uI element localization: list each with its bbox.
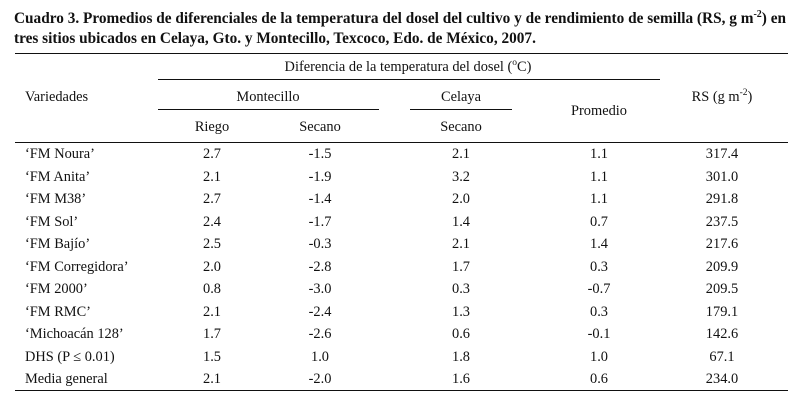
cell-secano: -2.0 [308, 371, 332, 387]
cell-riego: 2.0 [203, 258, 221, 275]
header-rule [15, 142, 788, 143]
cell-riego: 0.8 [203, 281, 221, 297]
cell-rs: 317.4 [705, 146, 739, 162]
cell-secano: -1.9 [308, 168, 332, 185]
cell-variedad: ‘FM Sol’ [25, 213, 79, 230]
cell-secano: -2.8 [308, 258, 332, 275]
cell-rs: 237.5 [705, 213, 739, 230]
cell-promedio: 1.1 [590, 146, 608, 162]
cell-secano: -2.6 [308, 326, 332, 342]
cell-promedio: 0.6 [590, 371, 608, 387]
cell-rs: 301.0 [705, 168, 739, 185]
caption-superscript: -2 [753, 8, 762, 20]
cell-celaya: 2.1 [452, 146, 470, 162]
cell-celaya: 0.6 [452, 326, 470, 342]
cell-secano: -2.4 [308, 303, 332, 320]
group-rule [158, 79, 660, 80]
cell-riego: 2.7 [203, 146, 221, 162]
cell-celaya: 3.2 [452, 168, 470, 185]
cell-rs: 209.5 [705, 281, 739, 297]
celaya-rule [410, 109, 512, 110]
cell-variedad: ‘FM Noura’ [25, 146, 95, 162]
header-promedio: Promedio [571, 103, 627, 119]
header-variedades: Variedades [25, 89, 89, 105]
cell-rs: 179.1 [705, 303, 739, 320]
cell-celaya: 1.8 [452, 348, 470, 365]
cell-secano: -0.3 [308, 236, 332, 252]
cell-variedad: ‘FM 2000’ [25, 281, 88, 297]
cell-variedad: ‘FM RMC’ [25, 303, 91, 320]
cell-variedad: ‘FM M38’ [25, 191, 87, 207]
cell-promedio: 1.1 [590, 191, 608, 207]
cell-variedad: DHS (P ≤ 0.01) [25, 348, 115, 365]
header-celaya: Celaya [441, 89, 481, 105]
cell-riego: 2.1 [203, 303, 221, 320]
cell-celaya: 1.6 [452, 371, 470, 387]
cell-variedad: Media general [25, 371, 108, 387]
caption-text-end: ) en tres sitios ubicados en Celaya, Gto… [14, 10, 787, 47]
cell-promedio: 1.0 [590, 348, 608, 365]
cell-promedio: 0.7 [590, 213, 608, 230]
cell-variedad: ‘FM Corregidora’ [25, 258, 129, 275]
cell-variedad: ‘Michoacán 128’ [25, 326, 124, 342]
caption-label: Cuadro 3. [14, 10, 80, 27]
cell-celaya: 2.0 [452, 191, 470, 207]
cell-secano: 1.0 [311, 348, 329, 365]
cell-secano: -1.4 [308, 191, 332, 207]
header-secano: Secano [299, 119, 341, 135]
cell-riego: 2.1 [203, 371, 221, 387]
cell-rs: 142.6 [705, 326, 739, 342]
cell-variedad: ‘FM Bajío’ [25, 236, 91, 252]
cell-promedio: 0.3 [590, 258, 608, 275]
cell-riego: 1.7 [203, 326, 221, 342]
cell-promedio: 1.1 [590, 168, 608, 185]
cell-riego: 1.5 [203, 348, 221, 365]
cell-riego: 2.4 [203, 213, 221, 230]
cell-promedio: 1.4 [590, 236, 608, 252]
cell-celaya: 0.3 [452, 281, 470, 297]
cell-variedad: ‘FM Anita’ [25, 168, 91, 185]
cell-secano: -1.7 [308, 213, 332, 230]
table-caption: Cuadro 3. Promedios de diferenciales de … [14, 9, 789, 49]
cell-rs: 234.0 [705, 371, 739, 387]
montecillo-rule [158, 109, 379, 110]
cell-rs: 209.9 [705, 258, 739, 275]
cell-secano: -3.0 [308, 281, 332, 297]
cell-riego: 2.5 [203, 236, 221, 252]
cell-celaya: 1.3 [452, 303, 470, 320]
header-riego: Riego [194, 119, 230, 135]
cell-promedio: 0.3 [590, 303, 608, 320]
header-rs: RS (g m-2) [691, 88, 753, 105]
cell-riego: 2.7 [203, 191, 221, 207]
cell-rs: 291.8 [705, 191, 739, 207]
header-group-title: Diferencia de la temperatura del dosel (… [284, 58, 532, 75]
bottom-rule [15, 390, 788, 391]
cell-promedio: -0.1 [587, 326, 611, 342]
cell-riego: 2.1 [203, 168, 221, 185]
cell-rs: 217.6 [705, 236, 739, 252]
header-celaya-secano: Secano [440, 119, 482, 135]
header-montecillo: Montecillo [236, 89, 300, 105]
caption-text: Promedios de diferenciales de la tempera… [83, 10, 754, 27]
cell-celaya: 2.1 [452, 236, 470, 252]
cell-secano: -1.5 [308, 146, 332, 162]
cell-rs: 67.1 [709, 348, 735, 365]
top-rule [15, 53, 788, 54]
cell-celaya: 1.4 [452, 213, 470, 230]
cell-celaya: 1.7 [452, 258, 470, 275]
cell-promedio: -0.7 [587, 281, 611, 297]
